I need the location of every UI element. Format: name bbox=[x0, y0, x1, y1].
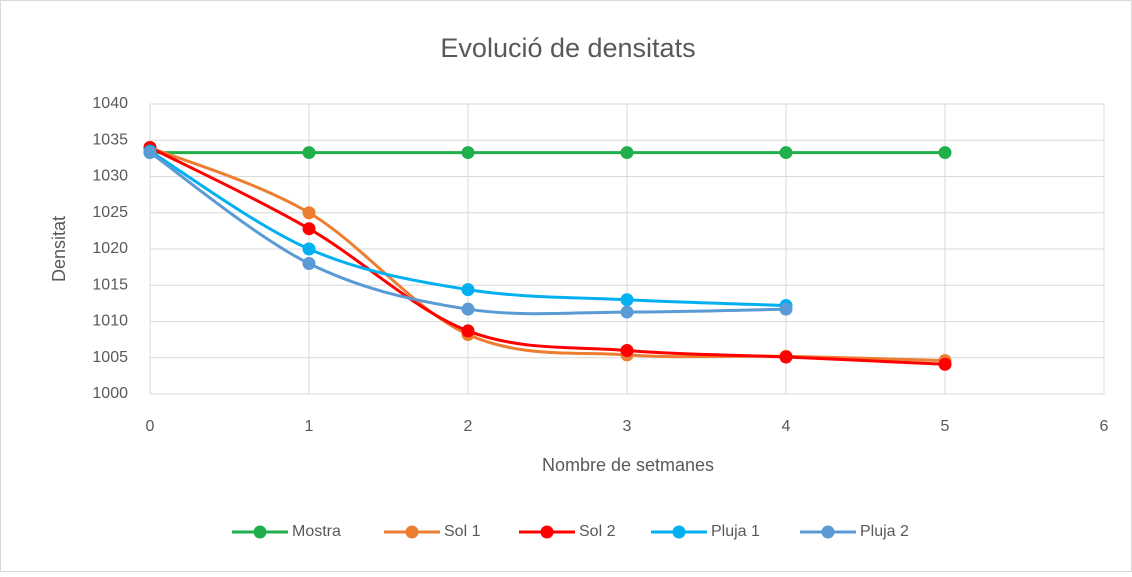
x-axis-title: Nombre de setmanes bbox=[542, 455, 714, 475]
data-point bbox=[302, 242, 316, 256]
y-axis-title: Densitat bbox=[49, 216, 69, 282]
series-line bbox=[149, 146, 946, 366]
data-point bbox=[302, 257, 316, 270]
y-tick-label: 1030 bbox=[92, 168, 128, 185]
legend-label: Pluja 2 bbox=[860, 523, 909, 540]
legend-marker bbox=[821, 525, 835, 539]
legend-marker bbox=[672, 525, 686, 539]
data-point bbox=[779, 146, 793, 160]
x-tick-label: 6 bbox=[1100, 418, 1109, 435]
x-tick-label: 0 bbox=[146, 418, 155, 435]
legend-marker bbox=[405, 525, 419, 539]
x-tick-label: 5 bbox=[941, 418, 950, 435]
data-point bbox=[779, 350, 793, 364]
data-point bbox=[461, 146, 475, 160]
data-point bbox=[461, 283, 475, 297]
data-point bbox=[302, 206, 316, 220]
y-tick-label: 1020 bbox=[92, 240, 128, 257]
legend-label: Mostra bbox=[292, 523, 341, 540]
y-tick-label: 1040 bbox=[92, 95, 128, 112]
y-tick-label: 1005 bbox=[92, 349, 128, 366]
y-tick-label: 1000 bbox=[92, 385, 128, 402]
data-point bbox=[302, 146, 316, 160]
data-point bbox=[461, 324, 475, 338]
data-point bbox=[620, 305, 634, 319]
data-point bbox=[779, 302, 793, 316]
x-tick-label: 2 bbox=[464, 418, 473, 435]
data-point bbox=[620, 293, 634, 307]
x-tick-label: 4 bbox=[782, 418, 791, 435]
x-tick-label: 3 bbox=[623, 418, 632, 435]
data-point bbox=[302, 222, 316, 236]
y-tick-label: 1025 bbox=[92, 204, 128, 221]
data-point bbox=[461, 302, 475, 316]
legend-marker bbox=[253, 525, 267, 539]
data-point bbox=[938, 146, 952, 160]
y-tick-label: 1015 bbox=[92, 276, 128, 293]
data-point bbox=[938, 357, 952, 371]
data-point bbox=[143, 146, 157, 160]
legend-marker bbox=[540, 525, 554, 539]
legend-label: Sol 1 bbox=[444, 523, 481, 540]
legend-label: Pluja 1 bbox=[711, 523, 760, 540]
data-point bbox=[620, 344, 634, 357]
y-tick-label: 1035 bbox=[92, 131, 128, 148]
chart-title: Evolució de densitats bbox=[440, 33, 695, 63]
data-point bbox=[620, 146, 634, 160]
y-tick-label: 1010 bbox=[92, 313, 128, 330]
x-tick-label: 1 bbox=[305, 418, 314, 435]
legend-label: Sol 2 bbox=[579, 523, 616, 540]
